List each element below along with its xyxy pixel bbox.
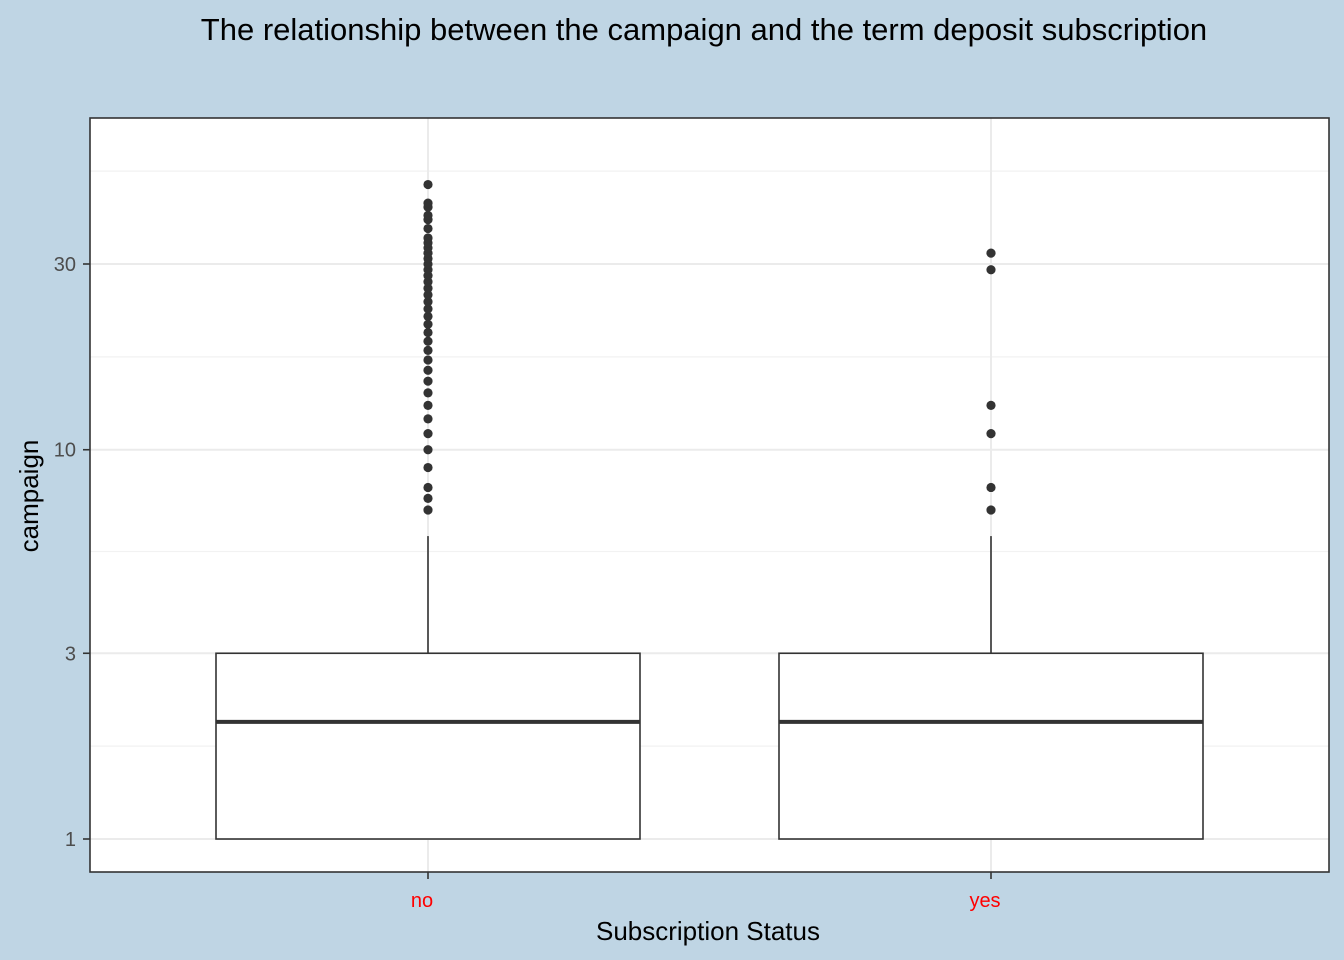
outlier-point (986, 265, 996, 275)
outlier-point (986, 482, 996, 493)
outlier-point (986, 429, 996, 439)
outlier-point (423, 355, 433, 365)
outlier-point (423, 210, 433, 220)
box-iqr (778, 652, 1204, 840)
outlier-point (423, 345, 433, 355)
y-tick-label: 3 (65, 643, 76, 665)
outlier-point (423, 400, 433, 410)
outlier-point (423, 336, 433, 346)
outlier-point (423, 283, 433, 293)
outlier-point (423, 429, 433, 439)
outlier-point (423, 233, 433, 243)
outlier-point (423, 319, 433, 329)
box-group-no (215, 179, 641, 840)
outlier-point (423, 311, 433, 322)
outlier-point (423, 198, 433, 208)
outlier-point (423, 297, 433, 307)
outlier-point (423, 493, 433, 503)
x-tick-label-no: no (411, 890, 433, 912)
outlier-point (986, 400, 996, 410)
outlier-point (423, 376, 433, 386)
outlier-point (423, 365, 433, 375)
box-group-yes (778, 248, 1204, 840)
box-iqr (215, 652, 641, 840)
outlier-point (986, 505, 996, 515)
y-axis-title: campaign (14, 440, 44, 553)
outlier-point (423, 223, 433, 234)
outlier-point (423, 505, 433, 515)
outlier-point (986, 248, 996, 258)
outlier-point (423, 327, 433, 338)
chart-title: The relationship between the campaign an… (201, 12, 1207, 47)
outlier-point (423, 179, 433, 190)
x-axis-title: Subscription Status (596, 916, 820, 946)
outlier-point (423, 414, 433, 424)
y-tick-label: 10 (54, 440, 76, 462)
outlier-point (423, 462, 433, 473)
x-tick-label-yes: yes (969, 890, 1000, 912)
outlier-point (423, 290, 433, 300)
y-tick-label: 30 (54, 254, 76, 276)
outlier-point (423, 388, 433, 398)
outlier-point (423, 482, 433, 493)
y-tick-label: 1 (65, 829, 76, 851)
outlier-point (423, 445, 433, 455)
panel-border (89, 117, 1330, 873)
outlier-point (423, 304, 433, 314)
